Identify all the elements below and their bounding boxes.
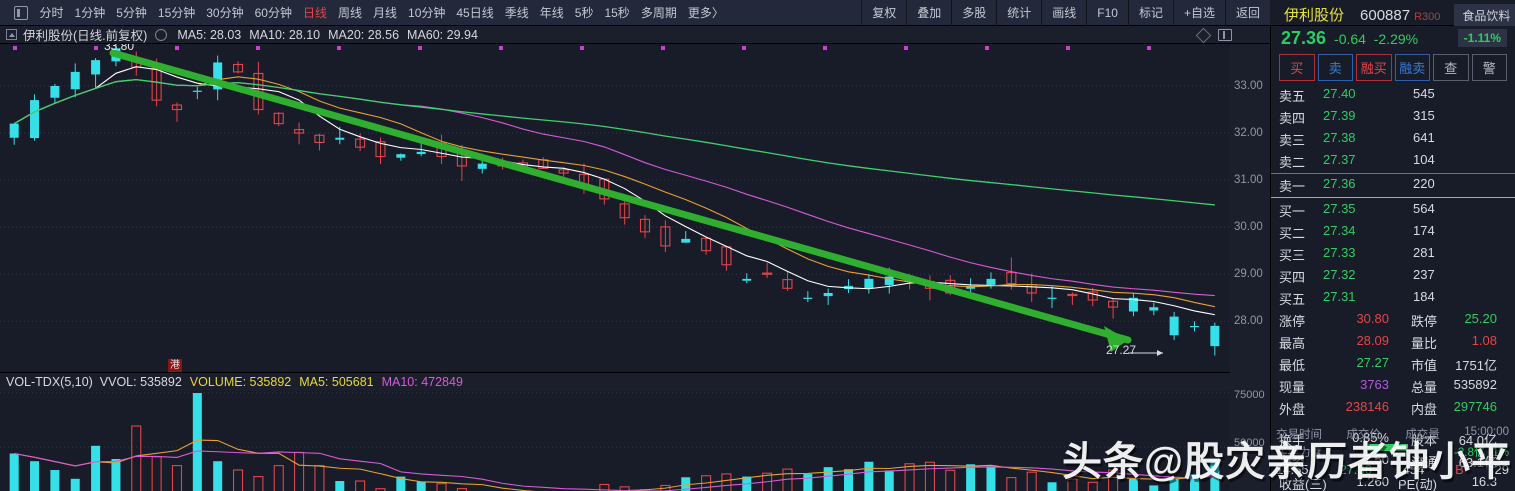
svg-text:27.27: 27.27 (1106, 343, 1136, 357)
svg-text:33.80: 33.80 (104, 44, 134, 53)
